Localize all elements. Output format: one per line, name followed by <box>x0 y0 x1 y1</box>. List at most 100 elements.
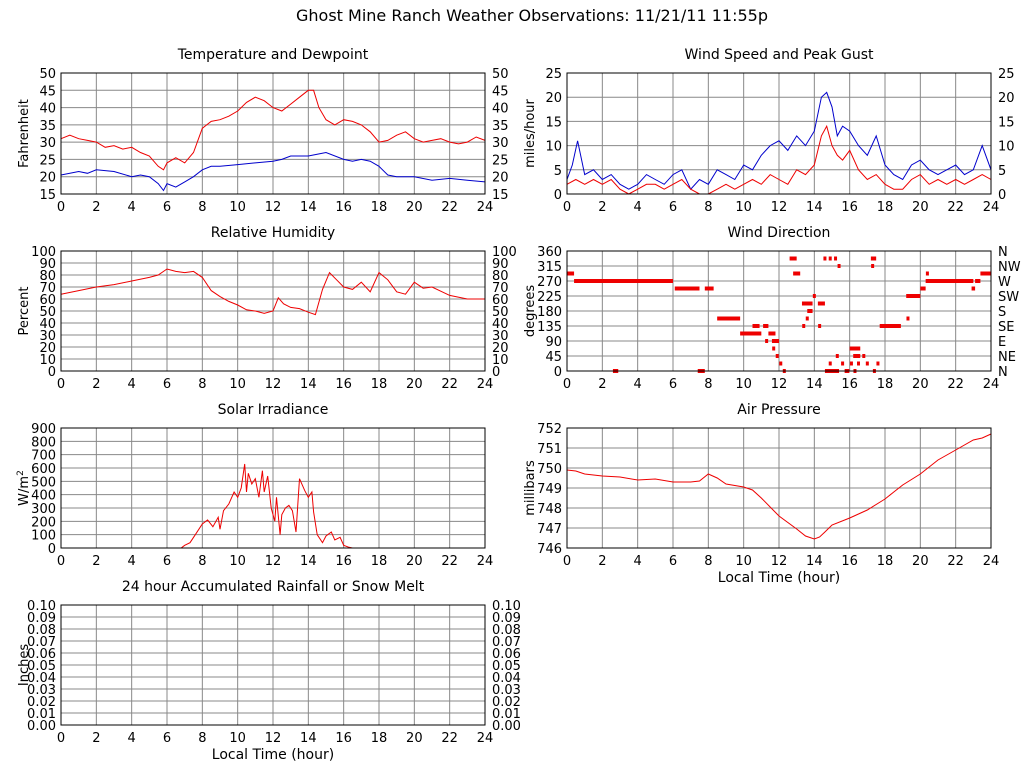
direction-point <box>812 294 816 298</box>
direction-label: SW <box>998 290 1019 305</box>
y-tick-label: 0.07 <box>27 635 56 650</box>
x-tick-label: 0 <box>57 377 65 392</box>
y-tick-label: 0 <box>48 365 56 380</box>
y-tick-label: 0 <box>48 542 56 557</box>
y-axis-label: miles/hour <box>523 98 538 167</box>
direction-point <box>772 346 776 351</box>
y-tick-label: 70 <box>39 281 56 296</box>
series-red-line <box>566 433 992 540</box>
direction-point <box>906 316 910 321</box>
y-tick-label: 15 <box>545 115 562 130</box>
x-tick-label: 20 <box>406 200 423 215</box>
direction-point <box>765 339 769 343</box>
y-tick-label: 10 <box>545 140 562 155</box>
y-tick-label-right: 0.02 <box>492 695 521 710</box>
x-tick-label: 16 <box>335 377 352 392</box>
x-tick-label: 8 <box>198 200 206 215</box>
x-tick-label: 22 <box>441 731 458 746</box>
x-tick-label: 22 <box>947 377 964 392</box>
x-tick-label: 12 <box>265 377 282 392</box>
plot-frame <box>60 604 486 726</box>
y-tick-label-right: 25 <box>492 153 509 168</box>
plot-frame <box>566 250 992 372</box>
y-axis-label: degrees <box>523 285 538 338</box>
y-tick-label: 900 <box>31 422 56 437</box>
x-tick-label: 6 <box>669 554 677 569</box>
x-tick-label: 0 <box>563 377 571 392</box>
y-tick-label: 0.06 <box>27 647 56 662</box>
x-tick-label: 24 <box>477 200 494 215</box>
x-tick-label: 14 <box>300 554 317 569</box>
y-tick-label-right: 20 <box>998 91 1015 106</box>
y-tick-label: 600 <box>31 462 56 477</box>
y-axis-label: W/m2 <box>16 470 32 506</box>
y-tick-label: 45 <box>39 84 56 99</box>
y-tick-label-right: 100 <box>492 245 517 260</box>
x-tick-label: 12 <box>771 200 788 215</box>
x-tick-label: 6 <box>163 377 171 392</box>
direction-point <box>865 361 869 366</box>
chart-title: Solar Irradiance <box>218 402 329 418</box>
y-tick-label: 20 <box>545 91 562 106</box>
y-tick-label-right: 0.10 <box>492 599 521 614</box>
y-tick-label: 45 <box>545 350 562 365</box>
x-tick-label: 0 <box>57 554 65 569</box>
x-tick-label: 0 <box>57 200 65 215</box>
y-axis-label: Fahrenheit <box>17 99 32 168</box>
x-tick-label: 10 <box>735 377 752 392</box>
x-tick-label: 4 <box>634 554 642 569</box>
y-axis-label-superscript: 2 <box>16 470 26 476</box>
direction-label: N <box>998 365 1008 380</box>
x-tick-label: 4 <box>634 377 642 392</box>
x-tick-label: 14 <box>300 377 317 392</box>
y-tick-label-right: 70 <box>492 281 509 296</box>
chart-rain: 24 hour Accumulated Rainfall or Snow Mel… <box>17 579 521 763</box>
y-tick-label: 0.03 <box>27 683 56 698</box>
x-tick-label: 18 <box>877 200 894 215</box>
x-tick-label: 6 <box>163 731 171 746</box>
x-tick-label: 18 <box>371 731 388 746</box>
y-tick-label: 15 <box>39 188 56 203</box>
y-tick-label-right: 10 <box>492 353 509 368</box>
y-tick-label-right: 0.03 <box>492 683 521 698</box>
y-tick-label: 180 <box>537 305 562 320</box>
y-tick-label: 10 <box>39 353 56 368</box>
x-tick-label: 0 <box>563 554 571 569</box>
plot-frame <box>60 427 486 549</box>
x-tick-label: 10 <box>735 200 752 215</box>
y-tick-label: 500 <box>31 475 56 490</box>
y-tick-label: 50 <box>39 305 56 320</box>
plot-frame <box>566 427 992 549</box>
y-tick-label: 749 <box>537 482 562 497</box>
y-tick-label-right: 0.08 <box>492 623 521 638</box>
direction-point <box>841 361 845 366</box>
y-axis-label-text: miles/hour <box>523 98 538 167</box>
x-tick-label: 8 <box>704 377 712 392</box>
direction-label: E <box>998 335 1006 350</box>
y-tick-label: 0.01 <box>27 707 56 722</box>
series-red-line <box>566 124 992 195</box>
series-blue-line <box>566 91 992 191</box>
y-tick-label: 0.08 <box>27 623 56 638</box>
y-tick-label: 40 <box>39 102 56 117</box>
y-tick-label-right: 0.07 <box>492 635 521 650</box>
x-tick-label: 12 <box>265 731 282 746</box>
y-tick-label: 20 <box>39 171 56 186</box>
y-axis-label: millibars <box>523 460 538 516</box>
x-tick-label: 8 <box>198 554 206 569</box>
y-tick-label: 5 <box>554 164 562 179</box>
y-tick-label-right: 0.04 <box>492 671 521 686</box>
x-tick-label: 4 <box>634 200 642 215</box>
y-tick-label-right: 60 <box>492 293 509 308</box>
y-tick-label: 30 <box>39 329 56 344</box>
x-tick-label: 8 <box>198 731 206 746</box>
x-tick-label: 16 <box>335 554 352 569</box>
y-tick-label-right: 0 <box>998 188 1006 203</box>
x-tick-label: 24 <box>983 200 1000 215</box>
y-tick-label: 748 <box>537 502 562 517</box>
y-axis-label-text: millibars <box>523 460 538 516</box>
y-tick-label-right: 40 <box>492 102 509 117</box>
direction-point <box>862 354 866 358</box>
x-tick-label: 24 <box>477 377 494 392</box>
x-tick-label: 10 <box>229 731 246 746</box>
